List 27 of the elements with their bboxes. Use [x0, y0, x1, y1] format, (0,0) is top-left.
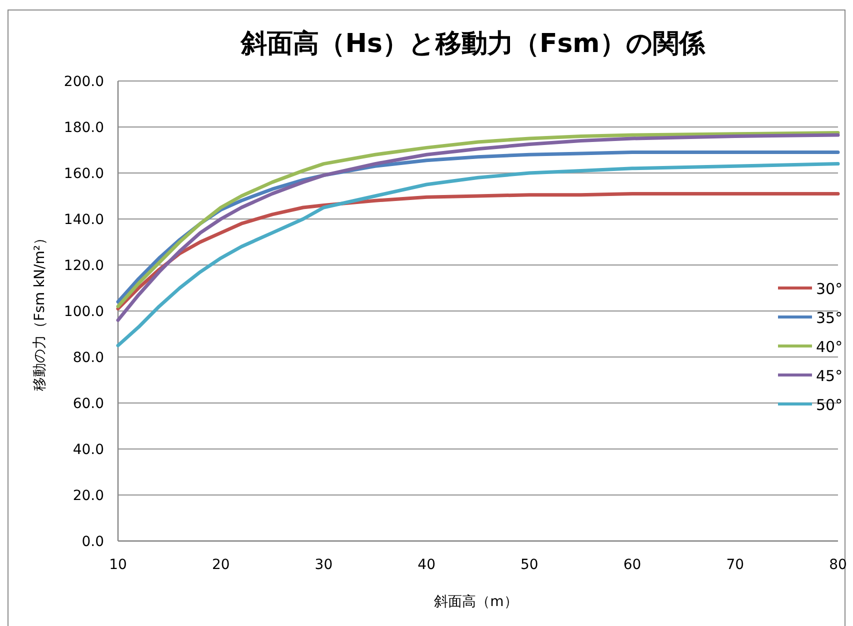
y-tick-label: 60.0: [72, 396, 104, 412]
y-tick-label: 160.0: [64, 166, 104, 182]
y-tick-label: 140.0: [64, 212, 104, 228]
y-tick-label: 180.0: [64, 120, 104, 136]
x-tick-label: 20: [212, 557, 230, 573]
y-tick-label: 200.0: [64, 74, 104, 90]
legend-label: 40°: [816, 338, 843, 356]
legend-label: 30°: [816, 280, 843, 298]
x-tick-label: 40: [418, 557, 436, 573]
x-tick-label: 80: [829, 557, 847, 573]
chart-title: 斜面高（Hs）と移動力（Fsm）の関係: [240, 29, 706, 59]
x-tick-label: 50: [520, 557, 538, 573]
y-tick-label: 40.0: [72, 442, 104, 458]
y-tick-label: 80.0: [72, 350, 104, 366]
legend-label: 35°: [816, 309, 843, 327]
x-axis-title: 斜面高（m）: [434, 594, 518, 610]
x-tick-label: 60: [623, 557, 642, 573]
x-tick-label: 70: [726, 557, 744, 573]
legend-label: 45°: [816, 367, 843, 385]
y-tick-label: 20.0: [72, 488, 104, 504]
y-axis-title: 移動の力（Fsm kN/m²）: [32, 231, 48, 391]
y-tick-label: 120.0: [64, 258, 104, 274]
legend-label: 50°: [816, 396, 843, 414]
x-tick-label: 10: [109, 557, 127, 573]
x-tick-label: 30: [314, 557, 333, 573]
y-tick-label: 100.0: [64, 304, 104, 320]
y-tick-label: 0.0: [82, 534, 104, 550]
